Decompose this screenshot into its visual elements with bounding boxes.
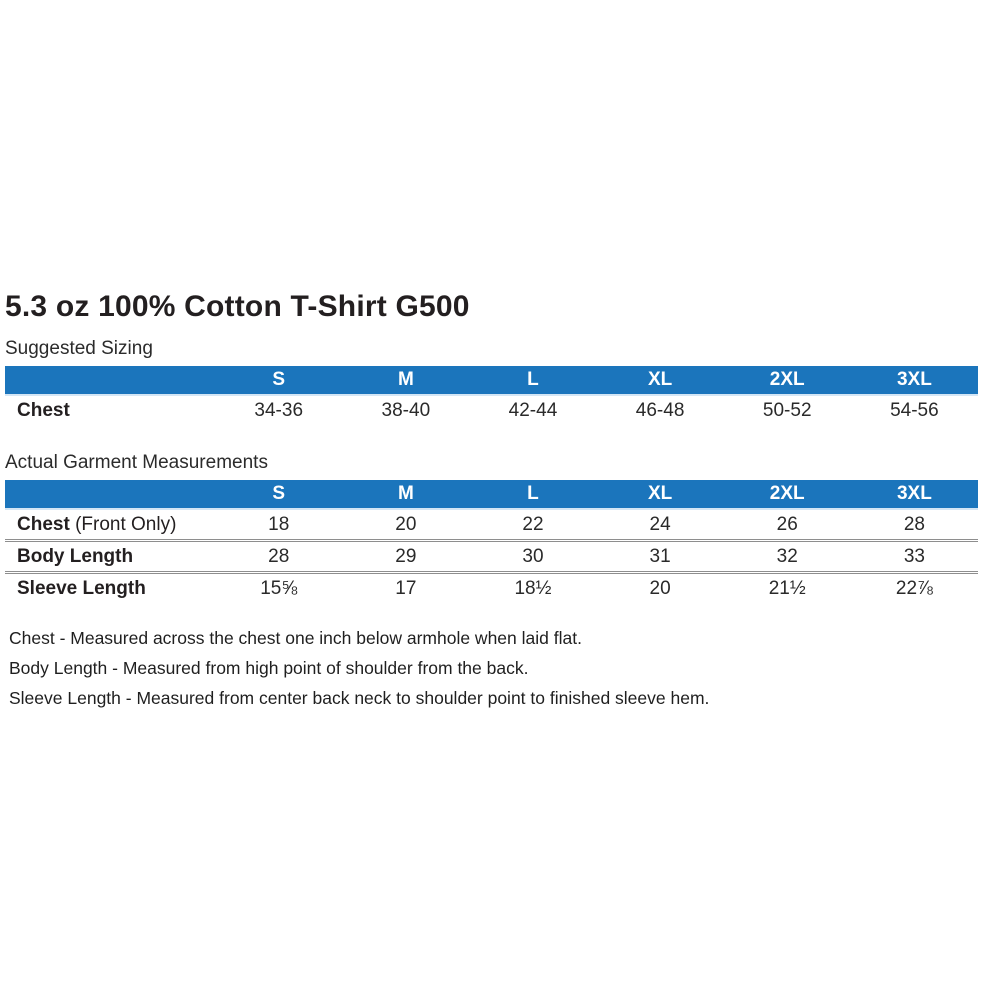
size-column-header: M xyxy=(342,480,470,510)
product-title: 5.3 oz 100% Cotton T-Shirt G500 xyxy=(5,290,470,323)
cell-value: 18 xyxy=(268,513,290,535)
size-column-header: L xyxy=(469,480,597,510)
row-label-body-length: Body Length xyxy=(5,539,216,573)
cell-value: 22⅞ xyxy=(850,571,978,603)
footnote-chest: Chest - Measured across the chest one in… xyxy=(9,628,582,648)
cell-value: 42-44 xyxy=(508,399,558,421)
header-corner-cell xyxy=(5,366,216,396)
size-column-header: M xyxy=(342,366,470,396)
cell-value: 32 xyxy=(723,539,851,573)
cell-value: 24 xyxy=(649,513,671,535)
cell-value: 28 xyxy=(903,513,925,535)
size-column-header: S xyxy=(215,480,343,510)
garment-measurements-table: S M L XL 2XL 3XL Chest (Front Only) 18 2… xyxy=(5,480,978,603)
cell-value: 33 xyxy=(850,539,978,573)
cell-value: 46-48 xyxy=(635,399,685,421)
cell-value: 38-40 xyxy=(381,399,431,421)
row-label-chest-front-only: Chest (Front Only) xyxy=(17,513,177,535)
cell-value: 50-52 xyxy=(762,399,812,421)
cell-value: 18½ xyxy=(469,571,597,603)
size-column-header: L xyxy=(469,366,597,396)
row-label-sleeve-length: Sleeve Length xyxy=(5,571,216,603)
size-column-header: 2XL xyxy=(723,366,851,396)
table-row-sleeve-length: Sleeve Length 15⅝ 17 18½ 20 21½ 22⅞ xyxy=(5,571,978,603)
table-row-body-length: Body Length 28 29 30 31 32 33 xyxy=(5,539,978,573)
size-column-header: XL xyxy=(596,366,724,396)
size-column-header: 2XL xyxy=(723,480,851,510)
cell-value: 31 xyxy=(596,539,724,573)
suggested-sizing-label: Suggested Sizing xyxy=(5,338,153,359)
footnote-body-length: Body Length - Measured from high point o… xyxy=(9,658,529,678)
size-spec-sheet: 5.3 oz 100% Cotton T-Shirt G500 Suggeste… xyxy=(5,290,978,713)
suggested-sizing-header-row: S M L XL 2XL 3XL xyxy=(5,366,978,396)
spacer xyxy=(5,425,978,451)
cell-value: 20 xyxy=(596,571,724,603)
cell-value: 30 xyxy=(469,539,597,573)
header-corner-cell xyxy=(5,480,216,510)
cell-value: 22 xyxy=(522,513,544,535)
cell-value: 34-36 xyxy=(254,399,304,421)
footnote-sleeve-length: Sleeve Length - Measured from center bac… xyxy=(9,688,710,708)
cell-value: 17 xyxy=(342,571,470,603)
size-column-header: S xyxy=(215,366,343,396)
cell-value: 20 xyxy=(395,513,417,535)
table-row: Chest 34-36 38-40 42-44 46-48 50-52 54-5… xyxy=(5,395,978,425)
cell-value: 21½ xyxy=(723,571,851,603)
garment-measurements-header-row: S M L XL 2XL 3XL xyxy=(5,480,978,510)
cell-value: 54-56 xyxy=(890,399,939,421)
garment-measurements-label: Actual Garment Measurements xyxy=(5,452,268,473)
cell-value: 15⅝ xyxy=(215,571,343,603)
table-row-chest-front-only: Chest (Front Only) 18 20 22 24 26 28 xyxy=(5,509,978,541)
size-column-header: 3XL xyxy=(850,480,978,510)
cell-value: 29 xyxy=(342,539,470,573)
measurement-footnotes: Chest - Measured across the chest one in… xyxy=(5,623,978,713)
size-column-header: XL xyxy=(596,480,724,510)
row-label-chest: Chest xyxy=(17,399,70,421)
size-column-header: 3XL xyxy=(850,366,978,396)
suggested-sizing-table: S M L XL 2XL 3XL Chest 34-36 38-40 42-44… xyxy=(5,366,978,425)
cell-value: 28 xyxy=(215,539,343,573)
cell-value: 26 xyxy=(776,513,798,535)
